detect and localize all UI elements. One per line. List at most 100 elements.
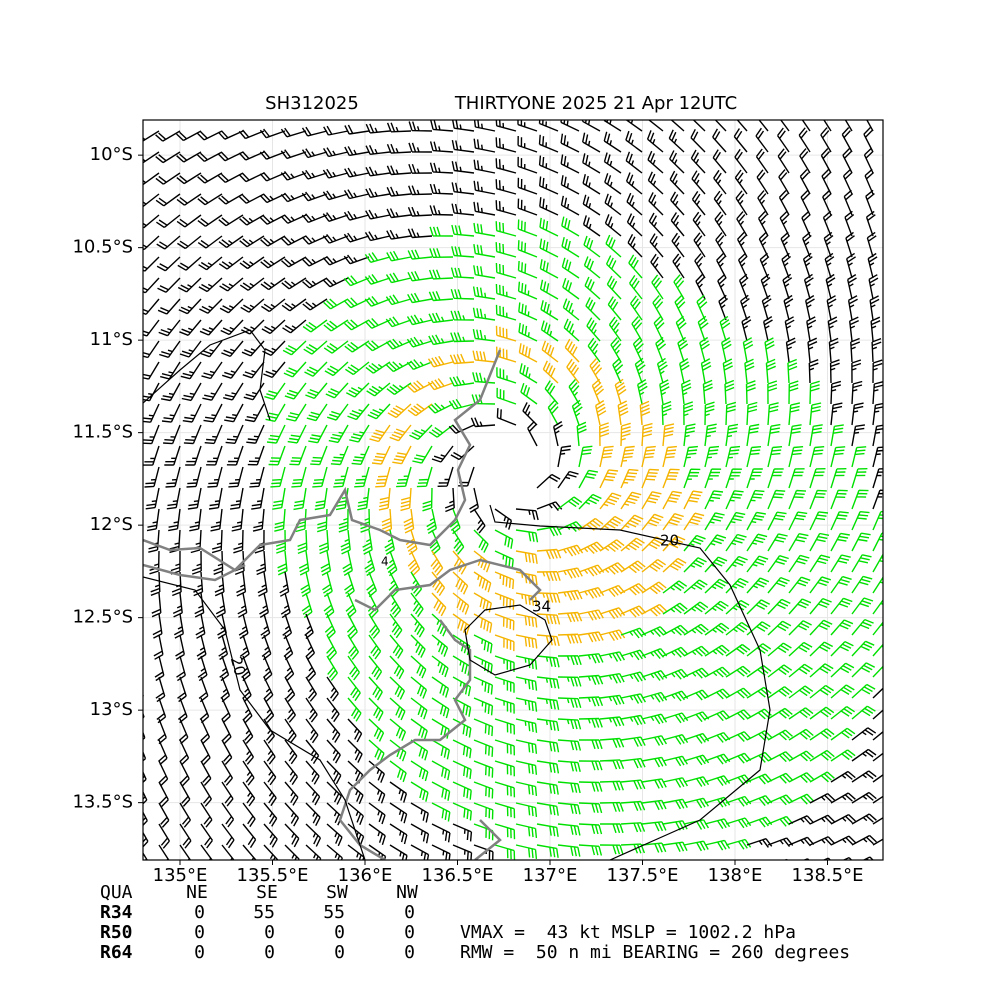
wind-barb <box>787 358 798 384</box>
wind-barb <box>364 273 391 285</box>
wind-barb <box>841 86 852 110</box>
wind-barb <box>536 634 560 647</box>
wind-barb <box>495 304 517 321</box>
wind-barb <box>641 491 662 510</box>
wind-barb <box>632 336 644 363</box>
wind-barb <box>704 666 730 678</box>
wind-barb <box>122 446 138 465</box>
wind-barb <box>865 189 875 216</box>
wind-barb <box>606 275 622 300</box>
wind-barb <box>865 210 876 237</box>
wind-barb <box>788 750 814 762</box>
wind-barb <box>604 173 622 195</box>
wind-barb <box>662 535 686 552</box>
wind-barb <box>197 655 208 682</box>
wind-barb <box>578 517 604 531</box>
wind-barb <box>662 777 689 788</box>
wind-barb <box>872 817 883 825</box>
wind-barb <box>599 584 626 598</box>
wind-barb <box>894 792 918 804</box>
wind-barb <box>156 214 181 228</box>
wind-barb <box>578 823 603 835</box>
wind-barb <box>767 533 788 552</box>
wind-barb <box>842 147 853 174</box>
wind-barb <box>318 529 330 555</box>
wind-barb <box>291 466 307 488</box>
contours <box>143 329 771 860</box>
wind-barb <box>809 836 836 846</box>
wind-field <box>122 86 918 889</box>
wind-barb <box>885 127 894 152</box>
wind-barb <box>557 760 581 772</box>
wind-barb <box>150 571 161 596</box>
wind-barb <box>599 780 624 791</box>
wind-barb <box>473 634 493 654</box>
wind-barb <box>649 233 664 258</box>
wind-barb <box>238 129 265 140</box>
wind-barb <box>683 401 694 426</box>
wind-barb <box>662 468 680 489</box>
wind-barb <box>448 398 475 410</box>
wind-barb <box>872 532 883 552</box>
wind-barb <box>218 235 244 248</box>
wind-barb <box>407 249 433 260</box>
wind-barb <box>155 676 166 703</box>
title-right: THIRTYONE 2025 21 Apr 12UTC <box>454 93 737 114</box>
wind-barb <box>783 858 789 860</box>
contour-line <box>143 329 771 860</box>
wind-barb <box>181 382 202 402</box>
wind-barb <box>893 339 902 362</box>
wind-barb <box>582 215 601 237</box>
wind-barb <box>872 598 883 615</box>
wind-barb <box>473 592 492 613</box>
wind-barb <box>866 120 874 132</box>
wind-barb <box>367 592 379 619</box>
wind-barb <box>176 151 202 163</box>
wind-barb <box>641 559 666 573</box>
wind-barb <box>599 539 625 553</box>
wind-barb <box>495 200 517 216</box>
wind-barb <box>349 424 370 443</box>
wind-barb <box>704 490 724 510</box>
wind-barb <box>452 550 467 575</box>
wind-barb <box>431 781 451 801</box>
wind-barb <box>641 468 659 489</box>
wind-barb <box>400 487 412 512</box>
wind-barb <box>284 760 298 785</box>
wind-barb <box>494 592 515 610</box>
wind-barb <box>338 508 349 533</box>
wind-barb <box>714 211 727 237</box>
wind-barb <box>426 508 437 534</box>
wind-barb <box>722 358 734 384</box>
wind-barb <box>518 302 538 321</box>
wind-barb <box>683 579 708 594</box>
wind-barb <box>746 511 766 531</box>
wind-barb <box>830 511 849 531</box>
wind-barb <box>536 823 559 837</box>
wind-barb <box>677 336 689 363</box>
wind-barb <box>148 529 160 553</box>
wind-barb <box>224 403 244 423</box>
wind-barb <box>740 294 750 321</box>
wind-barb <box>222 866 235 889</box>
wind-barb <box>176 214 202 228</box>
wind-barb <box>830 489 848 510</box>
wind-barb <box>320 550 332 576</box>
wind-barb <box>451 224 475 237</box>
wind-barb <box>809 749 835 762</box>
wind-barb <box>385 316 412 328</box>
wind-barb <box>683 754 710 766</box>
wind-barb <box>641 648 668 660</box>
wind-barb <box>767 815 794 827</box>
wind-barb <box>368 823 386 846</box>
wind-barb <box>784 316 795 342</box>
wind-barb <box>364 295 391 307</box>
wind-barb <box>536 473 561 489</box>
wind-barb <box>428 424 454 438</box>
wind-barb <box>846 252 856 279</box>
wind-barb <box>767 380 778 405</box>
wind-barb <box>242 697 253 724</box>
wind-barb <box>200 718 211 745</box>
table-header: SW <box>326 882 348 903</box>
wind-barb <box>767 511 787 531</box>
